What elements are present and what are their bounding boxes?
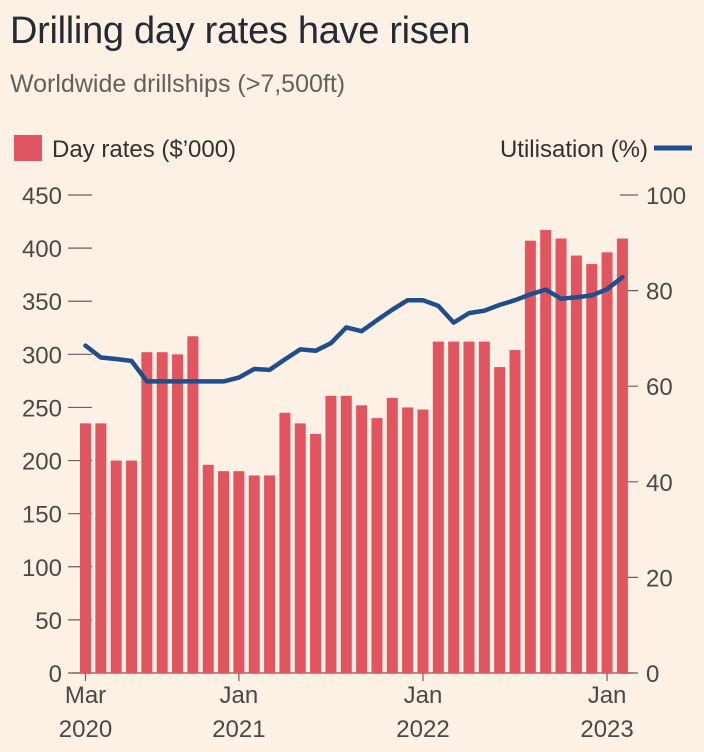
bar-day-rate [555,238,567,673]
bar-day-rate [570,255,582,673]
line-layer [83,274,625,384]
y-left-tick-label: 0 [49,661,62,688]
bar-day-rate [325,395,337,673]
bar-day-rate [417,409,429,673]
y-left-tick-label: 450 [22,183,62,210]
bar-day-rate [540,230,552,673]
y-right-tick-label: 80 [646,279,673,306]
bar-day-rate [478,341,490,673]
legend: Day rates ($’000) Utilisation (%) [14,135,692,163]
chart-subtitle: Worldwide drillships (>7,500ft) [10,70,346,98]
bar-day-rate [279,412,291,673]
bar-day-rate [233,471,245,673]
bars [80,230,628,674]
y-right-tick-label: 20 [646,565,673,592]
bar-day-rate [294,423,306,673]
bar-day-rate [218,471,230,673]
x-tick-month: Jan [404,682,443,709]
x-tick-year: 2023 [580,716,633,743]
y-left-tick-label: 300 [22,342,62,369]
legend-bar-swatch [14,135,42,161]
bar-day-rate [448,341,460,673]
y-right-tick-label: 40 [646,470,673,497]
y-left-tick-label: 400 [22,236,62,263]
x-tick-year: 2022 [396,716,449,743]
axes: 0 50 100 150 200 250 300 350 400 450 0 20 40 60 80 100 M… [22,183,686,743]
bar-day-rate [126,460,138,673]
bar-day-rate [248,475,260,673]
bar-day-rate [463,341,475,673]
x-tick-month: Jan [588,682,627,709]
bar-day-rate [264,475,276,673]
y-left-tick-label: 50 [35,608,62,635]
y-right-tick-label: 0 [646,661,659,688]
bar-day-rate [172,354,184,673]
bar-day-rate [310,434,322,673]
x-tick-year: 2021 [212,716,265,743]
bar-day-rate [402,407,414,673]
bar-day-rate [586,264,598,673]
y-left-tick-label: 200 [22,449,62,476]
x-tick-month: Jan [220,682,259,709]
x-tick-year: 2020 [59,716,112,743]
legend-line-label: Utilisation (%) [500,136,648,163]
y-left-tick-label: 250 [22,395,62,422]
bar-day-rate [110,460,122,673]
legend-bar-label: Day rates ($’000) [52,136,236,163]
bar-day-rate [202,464,214,673]
bar-day-rate [156,352,168,673]
bar-day-rate [509,350,521,673]
y-left-tick-label: 100 [22,555,62,582]
bar-day-rate [494,367,506,673]
utilisation-line [83,274,625,384]
bar-day-rate [356,405,368,673]
bar-day-rate [601,252,613,674]
bar-day-rate [432,341,444,673]
bar-day-rate [187,336,199,673]
bar-day-rate [80,423,91,673]
bar-day-rate [386,397,398,673]
bar-day-rate [340,395,352,673]
x-tick-month: Mar [65,682,106,709]
bar-day-rate [95,423,107,673]
bar-day-rate [524,240,536,674]
bar-day-rate [141,352,153,673]
y-right-tick-label: 100 [646,183,686,210]
bar-day-rate [371,418,383,673]
bar-day-rate [616,238,628,673]
y-left-tick-label: 350 [22,289,62,316]
y-left-tick-label: 150 [22,502,62,529]
y-right-tick-label: 60 [646,374,673,401]
chart-title: Drilling day rates have risen [10,10,471,52]
